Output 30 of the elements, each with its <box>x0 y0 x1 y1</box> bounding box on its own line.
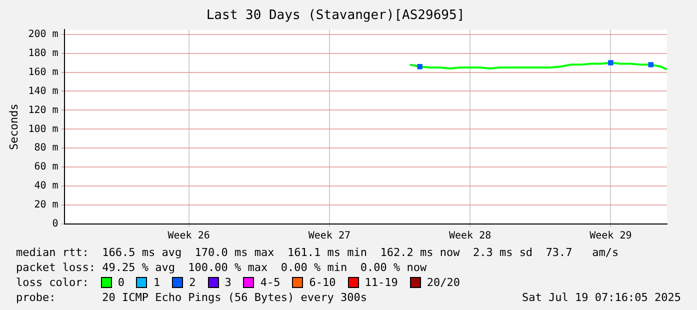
x-tick-label: Week 28 <box>448 230 492 242</box>
y-tick-label: 0 <box>52 218 58 230</box>
text: probe: 20 ICMP Echo Pings (56 Bytes) every 300s <box>16 290 367 305</box>
y-tick-label: 180 m <box>28 48 58 59</box>
x-tick-label: Week 26 <box>168 230 210 242</box>
y-tick-label: 120 m <box>28 104 58 116</box>
x-tick-label: Week 29 <box>590 230 632 242</box>
legend-label: 3 <box>224 275 232 290</box>
text: packet loss: 49.25 % avg 100.00 % max 0.00 % min 0.00 % now <box>16 260 427 275</box>
y-tick-label: 160 m <box>28 66 58 78</box>
legend-label: 4-5 <box>260 275 280 290</box>
legend-label: 1 <box>153 275 160 290</box>
legend-label: 2 <box>189 275 196 290</box>
text: loss color: <box>16 275 89 290</box>
y-tick-label: 100 m <box>28 124 58 135</box>
legend-label: 11-19 <box>364 275 398 290</box>
y-tick-label: 20 m <box>34 200 58 211</box>
y-tick-label: 60 m <box>34 162 58 173</box>
y-tick-label: 200 m <box>28 28 58 40</box>
y-axis-title: Seconds <box>7 104 20 150</box>
text: Sat Jul 19 07:16:05 2025 <box>522 290 681 305</box>
legend-label: 0 <box>118 275 124 290</box>
legend-label: 6-10 <box>309 275 336 290</box>
x-tick-label: Week 27 <box>308 230 351 242</box>
y-tick-label: 80 m <box>34 142 58 154</box>
chart-title: Last 30 Days (Stavanger)[AS29695] <box>206 8 465 24</box>
y-tick-label: 40 m <box>34 180 58 192</box>
y-tick-label: 140 m <box>28 86 58 97</box>
legend-label: 20/20 <box>426 275 460 290</box>
text: median rtt: 166.5 ms avg 170.0 ms max 161.1 ms min 162.2 ms now 2.3 ms sd 73.7 am/s <box>16 245 619 260</box>
